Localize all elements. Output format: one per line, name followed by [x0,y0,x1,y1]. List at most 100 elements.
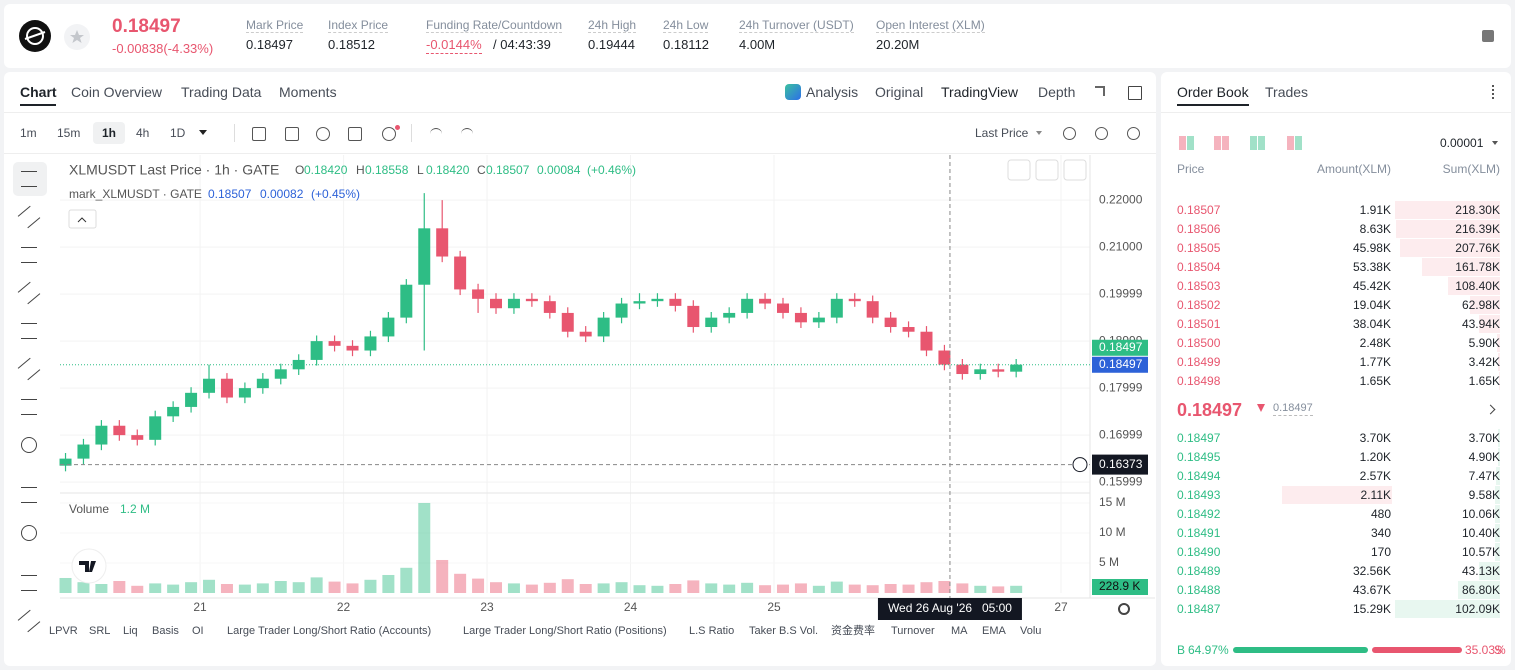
view-option[interactable]: Depth [1038,84,1076,100]
indicator[interactable]: MA [951,625,968,637]
volume-bar [95,583,108,593]
candle-body [77,444,90,459]
indicator[interactable]: Large Trader Long/Short Ratio (Accounts) [227,625,432,637]
stat-value: 20.20M [876,37,920,52]
interval-caret [199,130,207,135]
bid-cell: 15.29K [1352,602,1391,616]
candle-body [436,228,449,257]
stat-label: Funding Rate/Countdown [426,18,563,33]
indicator[interactable]: Turnover [891,625,935,637]
candle-body [992,369,1005,372]
candle-body [256,378,269,389]
sell-ratio: 35.03% [1465,643,1506,657]
toolbar-icon [1127,127,1140,140]
header-icon[interactable] [1480,28,1496,44]
interval[interactable]: 1h [102,126,117,140]
view-option[interactable]: Analysis [806,84,859,100]
candle-body [328,341,341,346]
chart-tab[interactable]: Chart [20,84,57,100]
legend-ohlc-label: L [417,163,424,177]
favorite-star[interactable] [64,24,90,50]
indicator[interactable]: OI [192,625,204,637]
indicator[interactable]: Liq [123,625,138,637]
book-column-header: Price [1177,162,1205,176]
precision-caret [1492,141,1498,145]
view-option[interactable]: TradingView [941,84,1019,100]
indicator[interactable]: Volu [1020,625,1042,637]
drawing-tool [21,247,37,263]
candle-body [346,345,359,351]
price-type-select[interactable]: Last Price [975,126,1029,140]
chart-tab[interactable]: Moments [279,84,337,100]
mid-price: 0.18497 [1177,400,1243,420]
bid-depth [1395,600,1500,618]
candle-body [669,298,682,306]
chart-control [1007,159,1031,181]
view-option[interactable]: Original [875,84,924,100]
indicator[interactable]: Taker B.S Vol. [749,625,819,637]
ask-cell: 218.30K [1455,203,1500,217]
volume-bar [472,578,485,593]
book-tab-underline [1177,104,1249,106]
indicator[interactable]: SRL [89,625,111,637]
crosshair-plus [1072,457,1088,473]
volume-bar [543,582,556,593]
bid-cell: 10.40K [1461,526,1500,540]
indicator[interactable]: LPVR [49,625,78,637]
ask-cell: 1.91K [1359,203,1391,217]
volume-bar [848,584,861,593]
bid-depth [1495,543,1500,561]
indicator[interactable]: Large Trader Long/Short Ratio (Positions… [463,625,667,637]
interval[interactable]: 15m [57,126,81,140]
bid-depth [1495,505,1500,523]
settings-icon [1118,603,1130,615]
bid-cell: 3.70K [1359,431,1391,445]
ask-cell: 1.65K [1359,374,1391,388]
mid-arrow [1257,404,1265,412]
indicator[interactable]: EMA [982,625,1006,637]
volume-bar [884,583,897,593]
mark-price: 0.18497 [1273,402,1313,416]
chart-tab[interactable]: Trading Data [181,84,262,100]
y-tick-label: 0.16999 [1099,427,1143,441]
crosshair-price-tag [1092,454,1148,475]
candle-body [848,298,861,302]
drawing-tool [21,437,37,453]
book-tab[interactable]: Order Book [1177,84,1249,100]
ask-cell: 1.65K [1468,374,1500,388]
indicator[interactable]: 资金费率 [831,625,875,637]
collapse-arrow [77,217,87,223]
ask-depth [1395,201,1500,219]
stat-label: 24h High [588,18,637,33]
legend-mark-title: mark_XLMUSDT · GATE [69,187,202,201]
ask-cell: 0.18503 [1177,279,1221,293]
volume-bar [203,579,216,593]
book-tab[interactable]: Trades [1265,84,1309,100]
x-tick-label: 27 [1054,600,1068,614]
ask-cell: 62.98K [1461,298,1500,312]
candle-body [633,301,646,304]
y-tick-label: 0.15999 [1099,474,1143,488]
x-tick-label: 21 [193,600,207,614]
chart-tab[interactable]: Coin Overview [71,84,163,100]
indicator[interactable]: L.S Ratio [689,625,735,637]
volume-bar [597,583,610,593]
volume-bar [705,583,718,593]
volume-bar [346,583,359,593]
bid-cell: 4.90K [1468,450,1500,464]
interval[interactable]: 1m [20,126,37,140]
precision-select[interactable]: 0.00001 [1440,136,1484,150]
candle-body [382,317,395,337]
bid-depth [1479,562,1500,580]
bid-cell: 10.57K [1461,545,1500,559]
toolbar-sep [411,124,412,142]
volume-bar [669,583,682,593]
interval[interactable]: 1D [170,126,186,140]
bid-cell: 480 [1370,507,1391,521]
bid-cell: 0.18490 [1177,545,1221,559]
candle-body [651,298,664,302]
indicator[interactable]: Basis [152,625,179,637]
buy-label: B [1177,643,1186,657]
interval[interactable]: 4h [136,126,150,140]
